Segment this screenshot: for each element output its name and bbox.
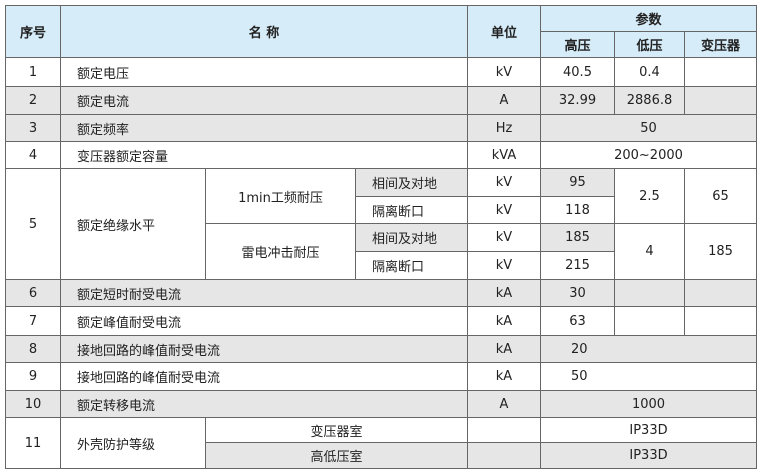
row-name: 外壳防护等级: [60, 417, 206, 469]
header-unit: 单位: [467, 5, 541, 58]
row-no: 3: [5, 114, 61, 142]
sub-label: 隔离断口: [355, 196, 468, 224]
row-no: 11: [5, 417, 61, 469]
sub-label: 高低压室: [205, 442, 468, 469]
row-name: 接地回路的峰值耐受电流: [60, 335, 468, 363]
sub-unit: [467, 417, 541, 443]
sub-hv: 118: [540, 196, 615, 224]
row-unit: kA: [467, 306, 541, 336]
row-name: 额定绝缘水平: [60, 168, 206, 280]
header-name: 名 称: [60, 5, 468, 58]
sub-value: IP33D: [540, 417, 757, 443]
row-tr: [684, 279, 757, 307]
row-unit: kV: [467, 57, 541, 87]
row-name: 额定电压: [60, 57, 468, 87]
row-unit: kVA: [467, 141, 541, 169]
row-hv: 32.99: [540, 86, 615, 115]
row-no: 2: [5, 86, 61, 115]
row-hv: 63: [540, 306, 615, 336]
row-no: 9: [5, 362, 61, 391]
row-name: 额定转移电流: [60, 390, 468, 418]
sub-unit: kV: [467, 251, 541, 280]
sub-unit: [467, 442, 541, 469]
row-unit: A: [467, 390, 541, 418]
row-no: 7: [5, 306, 61, 336]
row-value: 200~2000: [540, 141, 757, 169]
group-label: 雷电冲击耐压: [205, 223, 356, 280]
row-unit: kA: [467, 279, 541, 307]
row-unit: Hz: [467, 114, 541, 142]
sub-unit: kV: [467, 223, 541, 252]
sub-hv: 185: [540, 223, 615, 252]
row-no: 8: [5, 335, 61, 363]
sub-hv: 95: [540, 168, 615, 197]
group-lv: 4: [614, 223, 685, 280]
row-name: 额定短时耐受电流: [60, 279, 468, 307]
sub-label: 相间及对地: [355, 223, 468, 252]
row-no: 10: [5, 390, 61, 418]
row-value: 20: [540, 335, 757, 363]
sub-unit: kV: [467, 168, 541, 197]
row-name: 接地回路的峰值耐受电流: [60, 362, 468, 391]
header-tr: 变压器: [684, 31, 757, 58]
row-tr: [684, 57, 757, 87]
row-name: 额定电流: [60, 86, 468, 115]
row-no: 1: [5, 57, 61, 87]
row-lv: [614, 306, 685, 336]
sub-value: IP33D: [540, 442, 757, 469]
sub-label: 变压器室: [205, 417, 468, 443]
header-no: 序号: [5, 5, 61, 58]
row-name: 额定峰值耐受电流: [60, 306, 468, 336]
row-hv: 40.5: [540, 57, 615, 87]
group-tr: 185: [684, 223, 757, 280]
group-lv: 2.5: [614, 168, 685, 224]
row-tr: [684, 86, 757, 115]
group-label: 1min工频耐压: [205, 168, 356, 224]
sub-hv: 215: [540, 251, 615, 280]
row-unit: kA: [467, 362, 541, 391]
row-value: 50: [540, 362, 757, 391]
row-hv: 30: [540, 279, 615, 307]
header-hv: 高压: [540, 31, 615, 58]
sub-label: 隔离断口: [355, 251, 468, 280]
row-tr: [684, 306, 757, 336]
row-lv: [614, 279, 685, 307]
row-no: 6: [5, 279, 61, 307]
row-value: 50: [540, 114, 757, 142]
row-no: 5: [5, 168, 61, 280]
row-name: 变压器额定容量: [60, 141, 468, 169]
row-unit: kA: [467, 335, 541, 363]
group-tr: 65: [684, 168, 757, 224]
header-lv: 低压: [614, 31, 685, 58]
row-lv: 2886.8: [614, 86, 685, 115]
row-name: 额定频率: [60, 114, 468, 142]
row-value: 1000: [540, 390, 757, 418]
header-params: 参数: [540, 5, 757, 32]
sub-unit: kV: [467, 196, 541, 224]
row-unit: A: [467, 86, 541, 115]
row-no: 4: [5, 141, 61, 169]
sub-label: 相间及对地: [355, 168, 468, 197]
row-lv: 0.4: [614, 57, 685, 87]
